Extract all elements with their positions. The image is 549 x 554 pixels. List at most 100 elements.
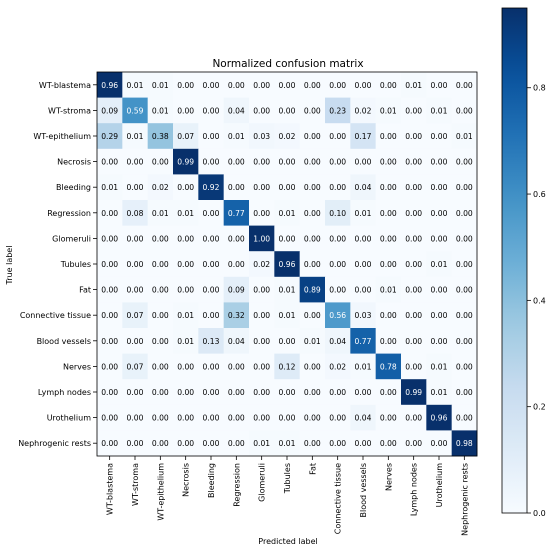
heatmap-cell <box>198 404 225 431</box>
heatmap-cell <box>325 148 351 175</box>
heatmap-cell <box>325 328 351 354</box>
y-tick-label: Blood vessels <box>37 337 91 346</box>
heatmap-cell <box>426 225 453 252</box>
cell-value-label: 0.00 <box>203 286 220 295</box>
heatmap-cell <box>325 72 351 98</box>
heatmap-cell <box>122 302 149 329</box>
heatmap-cell <box>249 379 275 406</box>
heatmap-cell <box>122 251 149 278</box>
cell-value-label: 0.00 <box>456 362 473 371</box>
cell-value-label: 0.00 <box>456 106 473 115</box>
heatmap-cell <box>274 225 301 252</box>
cell-value-label: 0.01 <box>101 183 118 192</box>
heatmap-cell <box>97 97 123 124</box>
heatmap-cell <box>375 97 402 124</box>
cell-value-label: 0.00 <box>228 414 245 423</box>
heatmap-cell <box>147 404 174 431</box>
heatmap-cell <box>198 97 225 124</box>
y-tick-label: Nerves <box>63 362 91 371</box>
cell-value-label: 0.00 <box>279 81 296 90</box>
cell-value-label: 0.00 <box>152 234 169 243</box>
heatmap-cell <box>451 251 478 278</box>
cell-value-label: 0.00 <box>456 286 473 295</box>
heatmap-cell <box>173 148 199 175</box>
heatmap-cell <box>375 174 402 201</box>
heatmap-cell <box>249 200 275 226</box>
heatmap-cell <box>274 72 301 98</box>
cell-value-label: 0.03 <box>355 311 372 320</box>
cell-value-label: 0.00 <box>203 106 220 115</box>
cell-value-label: 0.00 <box>431 132 448 141</box>
heatmap-cell <box>350 379 377 406</box>
cell-value-label: 0.00 <box>203 81 220 90</box>
heatmap-cell <box>401 148 427 175</box>
y-tick-label: Tubules <box>60 260 91 269</box>
heatmap-cell <box>451 302 478 329</box>
cell-value-label: 0.01 <box>127 81 144 90</box>
cell-value-label: 0.00 <box>253 337 270 346</box>
cell-value-label: 0.00 <box>380 311 397 320</box>
heatmap-cell <box>350 276 377 303</box>
heatmap-cell <box>426 97 453 124</box>
heatmap-cell <box>223 328 250 354</box>
heatmap-cell <box>325 404 351 431</box>
heatmap-cell <box>426 404 453 431</box>
heatmap-cell <box>173 276 199 303</box>
heatmap-cell <box>147 200 174 226</box>
cell-value-label: 0.00 <box>304 209 321 218</box>
cell-value-label: 0.00 <box>304 234 321 243</box>
y-tick-label: WT-blastema <box>39 81 91 90</box>
heatmap-cell <box>223 251 250 278</box>
cell-value-label: 0.01 <box>152 209 169 218</box>
cell-value-label: 0.00 <box>203 209 220 218</box>
x-tick-label: Tubules <box>283 463 292 494</box>
x-tick-label: Urothelium <box>435 463 444 508</box>
heatmap-cell <box>375 353 402 380</box>
colorbar-tick-label: 0.4 <box>533 296 546 305</box>
cell-value-label: 0.00 <box>355 234 372 243</box>
heatmap-cell <box>426 379 453 406</box>
heatmap-cell <box>97 353 123 380</box>
cell-value-label: 0.01 <box>127 132 144 141</box>
cell-value-label: 0.92 <box>203 183 220 192</box>
heatmap-cell <box>451 97 478 124</box>
heatmap-cell <box>274 353 301 380</box>
cell-value-label: 0.00 <box>456 81 473 90</box>
heatmap-cell <box>325 200 351 226</box>
cell-value-label: 0.17 <box>355 132 372 141</box>
cell-value-label: 0.00 <box>127 337 144 346</box>
cell-value-label: 0.00 <box>456 234 473 243</box>
cell-value-label: 0.00 <box>101 362 118 371</box>
cell-value-label: 0.00 <box>405 311 422 320</box>
cell-value-label: 0.00 <box>380 209 397 218</box>
heatmap-cell <box>249 328 275 354</box>
heatmap-cell <box>451 174 478 201</box>
cell-value-label: 0.04 <box>228 337 245 346</box>
heatmap-cell <box>122 72 149 98</box>
y-tick-label: WT-epithelium <box>33 132 91 141</box>
heatmap-cell <box>173 200 199 226</box>
heatmap-cell <box>147 353 174 380</box>
heatmap-cell <box>147 251 174 278</box>
heatmap-cell <box>401 328 427 354</box>
cell-value-label: 0.00 <box>304 106 321 115</box>
cell-value-label: 0.00 <box>405 234 422 243</box>
cell-value-label: 0.00 <box>405 286 422 295</box>
heatmap-cell <box>147 148 174 175</box>
heatmap-cell <box>274 251 301 278</box>
heatmap-cell <box>249 72 275 98</box>
heatmap-cell <box>173 225 199 252</box>
heatmap-cell <box>147 379 174 406</box>
cell-value-label: 0.00 <box>380 439 397 448</box>
cell-value-label: 0.99 <box>177 158 194 167</box>
x-tick-label: Connective tissue <box>334 463 343 534</box>
cell-value-label: 0.01 <box>380 106 397 115</box>
x-tick-label: Necrosis <box>182 463 191 497</box>
heatmap-cell <box>97 328 123 354</box>
cell-value-label: 0.00 <box>253 81 270 90</box>
heatmap-cell <box>249 276 275 303</box>
heatmap-cell <box>97 430 123 457</box>
cell-value-label: 0.00 <box>405 414 422 423</box>
cell-value-label: 0.01 <box>177 337 194 346</box>
